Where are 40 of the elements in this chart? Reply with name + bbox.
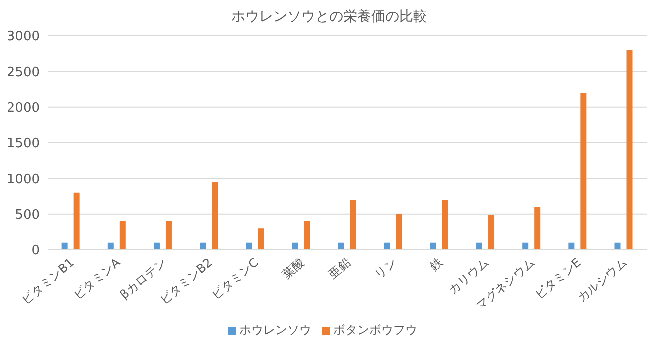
y-tick-label: 1000 — [6, 172, 40, 188]
x-tick-label: 鉄 — [427, 256, 446, 274]
y-tick-label: 1500 — [6, 136, 40, 152]
bar — [396, 214, 402, 250]
y-tick-label: 0 — [32, 244, 40, 259]
x-tick-label: 亜鉛 — [326, 256, 354, 282]
bar — [614, 242, 621, 250]
bar — [442, 200, 448, 250]
bar — [166, 221, 172, 250]
bar — [430, 242, 436, 250]
bar — [580, 93, 587, 250]
chart-title: ホウレンソウとの栄養価の比較 — [230, 8, 428, 27]
bar — [108, 242, 114, 250]
legend-label: ボタンボウフウ — [334, 323, 418, 337]
bar — [476, 242, 483, 250]
bar — [154, 242, 160, 250]
x-tick-label: 葉酸 — [280, 256, 308, 282]
bar — [626, 50, 633, 250]
x-tick-label: リン — [372, 256, 400, 282]
bar — [534, 207, 541, 250]
bar — [488, 215, 495, 250]
bar — [522, 242, 529, 250]
bar — [292, 242, 298, 250]
bar — [338, 242, 344, 250]
bar — [384, 242, 390, 250]
y-tick-label: 2000 — [6, 100, 40, 116]
y-tick-label: 2500 — [6, 65, 40, 80]
bar — [350, 200, 356, 250]
bar — [74, 192, 80, 250]
bar — [120, 221, 126, 250]
bar — [258, 228, 264, 250]
y-tick-label: 3000 — [6, 30, 40, 45]
bar — [568, 242, 575, 250]
bar — [304, 221, 310, 250]
y-tick-label: 500 — [15, 208, 40, 223]
bar — [200, 242, 206, 250]
legend-label: ホウレンソウ — [240, 323, 312, 337]
bar — [62, 242, 68, 250]
bar — [246, 242, 252, 250]
bar — [212, 182, 218, 250]
